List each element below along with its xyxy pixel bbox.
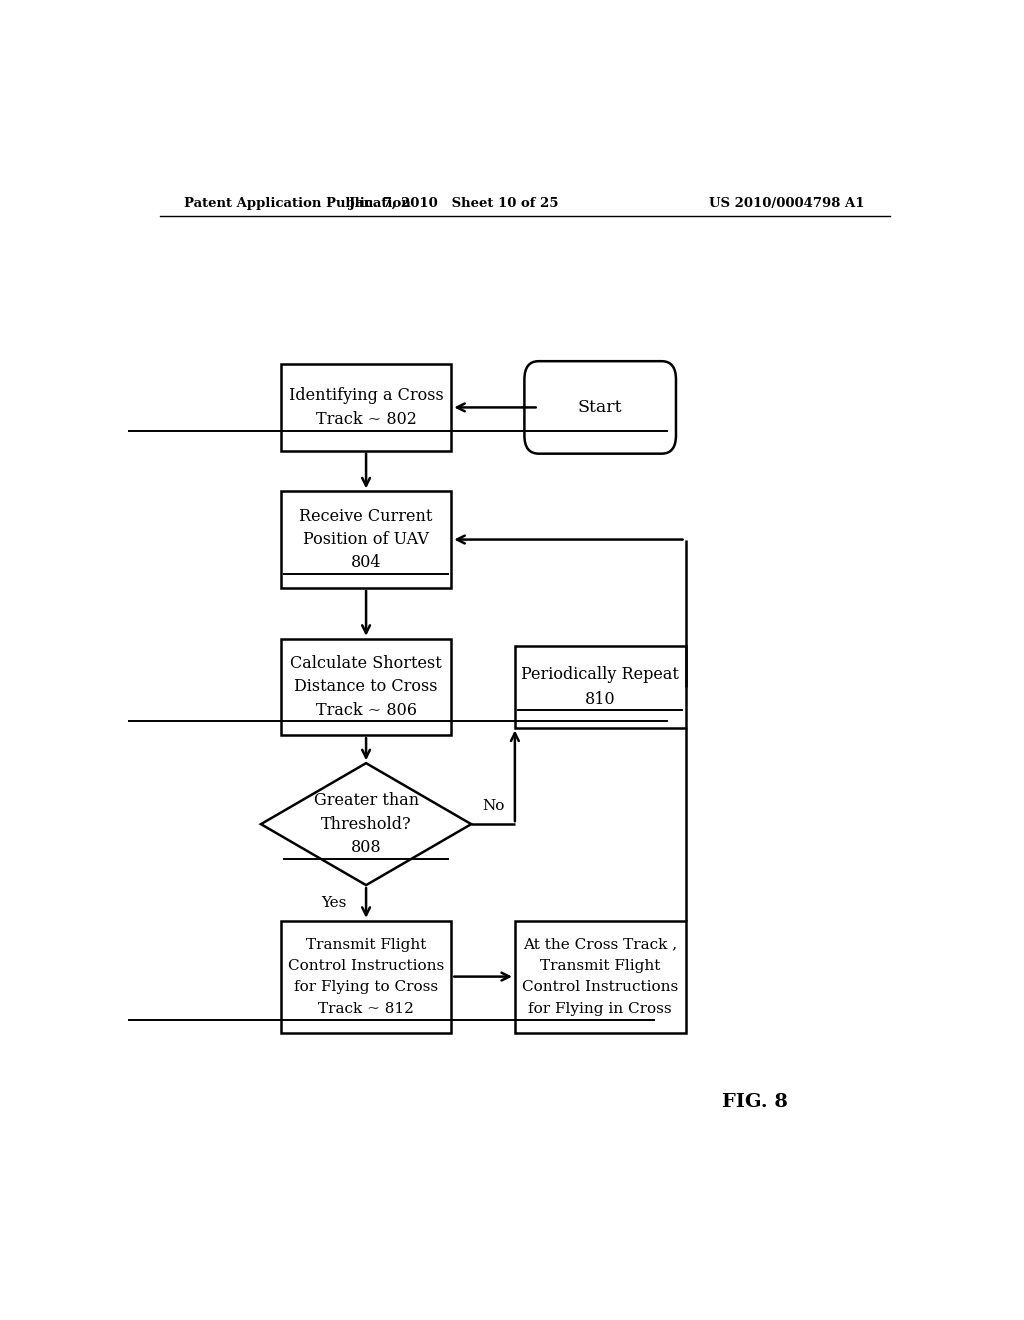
FancyBboxPatch shape [281,639,452,735]
Text: for Flying in Cross: for Flying in Cross [528,1002,672,1015]
Text: 804: 804 [351,554,381,572]
Text: for Flying to Cross: for Flying to Cross [294,981,438,994]
Text: Calculate Shortest: Calculate Shortest [290,655,442,672]
Text: Control Instructions: Control Instructions [522,981,678,994]
Text: No: No [482,799,504,813]
Polygon shape [261,763,471,886]
Text: Identifying a Cross: Identifying a Cross [289,387,443,404]
FancyBboxPatch shape [281,364,452,450]
FancyBboxPatch shape [524,362,676,454]
Text: At the Cross Track ,: At the Cross Track , [523,937,677,952]
Text: 808: 808 [351,840,381,855]
Text: Transmit Flight: Transmit Flight [306,937,426,952]
Text: Yes: Yes [322,896,347,909]
Text: Distance to Cross: Distance to Cross [294,678,438,696]
Text: Control Instructions: Control Instructions [288,958,444,973]
Text: US 2010/0004798 A1: US 2010/0004798 A1 [709,197,864,210]
Text: Track ~ 802: Track ~ 802 [315,411,417,428]
Text: Greater than: Greater than [313,792,419,809]
FancyBboxPatch shape [515,647,685,727]
FancyBboxPatch shape [515,921,685,1032]
FancyBboxPatch shape [281,921,452,1032]
Text: Track ~ 806: Track ~ 806 [315,702,417,719]
Text: Threshold?: Threshold? [321,816,412,833]
Text: Start: Start [578,399,623,416]
Text: Periodically Repeat: Periodically Repeat [521,667,679,684]
FancyBboxPatch shape [281,491,452,587]
Text: Jan. 7, 2010   Sheet 10 of 25: Jan. 7, 2010 Sheet 10 of 25 [348,197,558,210]
Text: FIG. 8: FIG. 8 [722,1093,787,1110]
Text: Receive Current: Receive Current [299,508,433,524]
Text: 810: 810 [585,690,615,708]
Text: Position of UAV: Position of UAV [303,531,429,548]
Text: Patent Application Publication: Patent Application Publication [183,197,411,210]
Text: Track ~ 812: Track ~ 812 [318,1002,414,1015]
Text: Transmit Flight: Transmit Flight [540,958,660,973]
